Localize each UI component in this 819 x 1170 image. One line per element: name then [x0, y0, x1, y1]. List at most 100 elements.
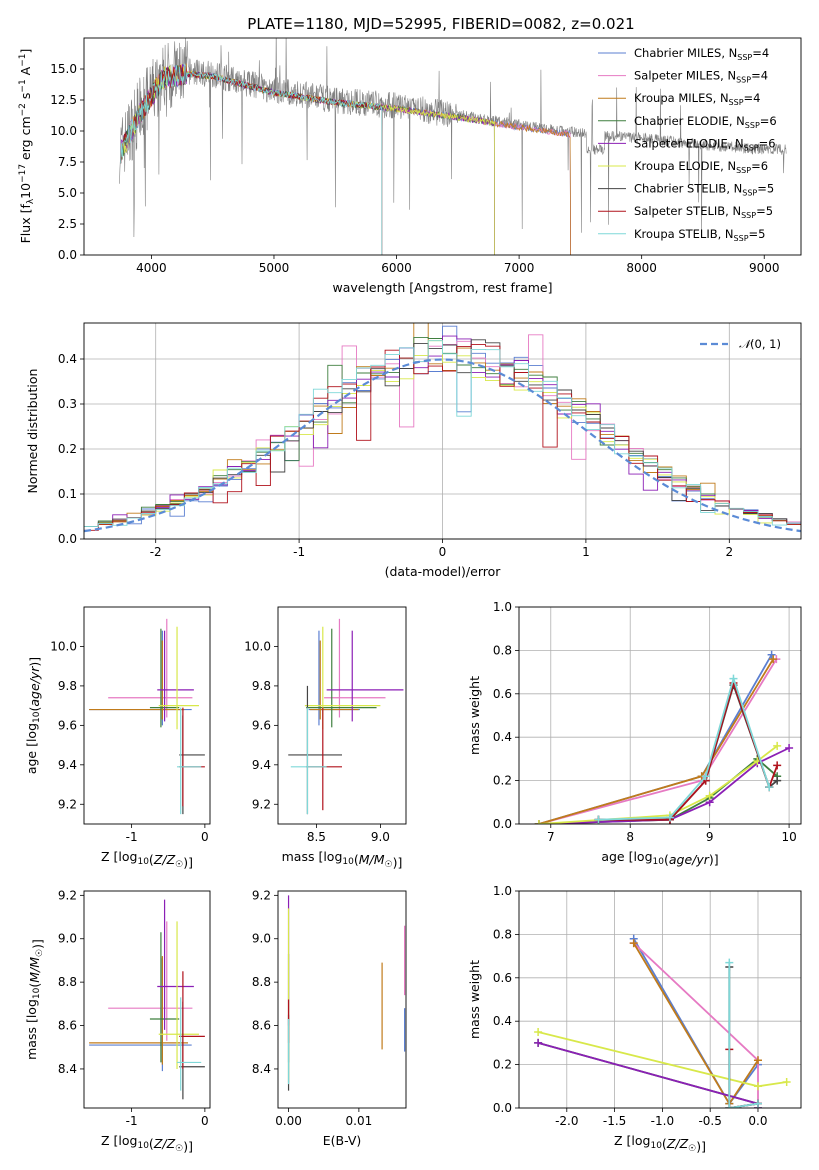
weight_vs_Z-marker: [782, 1077, 791, 1086]
age_vs_mass-ytick-label: 9.6: [252, 718, 271, 732]
weight_vs_age-line: [538, 658, 778, 824]
spectrum-ytick-label: 0.0: [58, 248, 77, 262]
mass_vs_Z-frame: [83, 890, 211, 1109]
weight_vs_Z-marker: [725, 958, 734, 967]
residuals-ytick-label: 0.2: [58, 442, 77, 456]
weight_vs_Z-ytick-label: 0.2: [493, 1058, 512, 1072]
age_vs_Z-xlabel: Z [log10(Z/Z☉)]: [101, 849, 193, 870]
age_vs_Z-points: [89, 618, 205, 815]
age_vs_Z-ytick-label: 10.0: [50, 639, 77, 653]
weight_vs_Z-xtick-label: 0.0: [748, 1114, 767, 1128]
weight_vs_Z-ylabel: mass weight: [467, 960, 482, 1039]
age_vs_Z-frame: [83, 606, 211, 825]
weight_vs_age-line: [538, 745, 778, 824]
weight_vs_Z-ytick-label: 0.6: [493, 971, 512, 985]
mass_vs_ebv-axes: 0.00 0.01 8.4 8.6 8.8 9.0 9.2: [252, 888, 372, 1128]
legend-entry: Chabrier MILES, NSSP=4: [634, 46, 769, 62]
weight_vs_Z-marker: [534, 1038, 543, 1047]
legend-entry: Chabrier ELODIE, NSSP=6: [634, 114, 777, 130]
mass_vs_Z-axes: -1 0 8.4 8.6 8.8 9.0 9.2: [58, 888, 209, 1128]
spectrum-xtick-label: 6000: [381, 261, 412, 275]
age_vs_Z-axes: -1 0 9.2 9.4 9.6 9.8 10.0: [50, 639, 208, 844]
spectrum-ylabel: Flux [fλ10−17 erg cm−2 s−1 A−1]: [18, 49, 36, 244]
weight_vs_Z-ytick-label: 1.0: [493, 884, 512, 898]
figure-title: PLATE=1180, MJD=52995, FIBERID=0082, z=0…: [247, 15, 634, 33]
mass_vs_ebv-ytick-label: 8.8: [252, 975, 271, 989]
mass_vs_ebv-ytick-label: 8.6: [252, 1019, 271, 1033]
mass_vs_ebv-ytick-label: 9.2: [252, 888, 271, 902]
weight_vs_age-marker: [765, 783, 774, 792]
spectrum-xtick-label: 4000: [136, 261, 167, 275]
mass_vs_ebv-xtick-label: 0.01: [346, 1114, 373, 1128]
spectrum-frame: [83, 37, 802, 256]
mass_vs_Z-ylabel: mass [log10(M/M☉)]: [24, 939, 45, 1060]
residuals-xtick-label: 1: [582, 545, 590, 559]
age_vs_Z-xtick-label: -1: [126, 830, 138, 844]
weight_vs_Z-marker: [725, 1104, 734, 1108]
legend-entry: Salpeter STELIB, NSSP=5: [634, 204, 773, 220]
age_vs_mass-ytick-label: 9.2: [252, 797, 271, 811]
mass_vs_ebv-xlabel: E(B-V): [323, 1133, 362, 1148]
legend-entry: Kroupa MILES, NSSP=4: [634, 91, 760, 107]
weight_vs_age-ytick-label: 0.8: [493, 643, 512, 657]
weight_vs_Z-marker: [753, 1056, 762, 1065]
weight_vs_age-ytick-label: 0.4: [493, 730, 512, 744]
mass_vs_Z-xtick-label: 0: [201, 1114, 209, 1128]
spectrum-model-salpeter-miles: [120, 63, 571, 255]
residuals-ytick-label: 0.3: [58, 397, 77, 411]
age_vs_Z-ylabel: age [log10(age/yr)]: [24, 657, 42, 774]
legend-entry: Kroupa STELIB, NSSP=5: [634, 227, 765, 243]
weight_vs_Z-marker: [534, 1028, 543, 1037]
age_vs_mass-frame: [277, 606, 407, 825]
spectrum-ytick-label: 12.5: [50, 93, 77, 107]
weight_vs_age-marker: [785, 744, 794, 753]
age_vs_Z-xtick-label: 0: [201, 830, 209, 844]
weight_vs_age-marker: [701, 772, 710, 781]
weight_vs_age-frame: [518, 606, 802, 825]
mass_vs_ebv-ytick-label: 8.4: [252, 1062, 271, 1076]
spectrum-xtick-label: 7000: [504, 261, 535, 275]
spectrum-lines: [119, 38, 787, 255]
weight_vs_Z-marker: [753, 1082, 762, 1091]
residual-histograms: [84, 323, 801, 533]
weight_vs_age-marker: [767, 650, 776, 659]
weight_vs_age-marker: [773, 741, 782, 750]
mass_vs_Z-points: [89, 899, 205, 1100]
spectrum-xtick-label: 5000: [259, 261, 290, 275]
mass_vs_Z-xlabel: Z [log10(Z/Z☉)]: [101, 1133, 193, 1154]
age_vs_mass-ytick-label: 9.8: [252, 679, 271, 693]
weight_vs_Z-axes: -2.0 -1.5 -1.0 -0.5 0.0 0.0 0.2 0.4 0.6 0.8 1.0: [493, 884, 801, 1128]
age_vs_Z-ytick-label: 9.8: [58, 679, 77, 693]
spectrum-legend: Chabrier MILES, NSSP=4 Salpeter MILES, NS…: [598, 46, 777, 243]
histogram-kroupa-stelib: [84, 340, 801, 528]
age_vs_Z-ytick-label: 9.4: [58, 758, 77, 772]
spectrum-axes: 4000 5000 6000 7000 8000 9000 0.0 2.5 5.0 7.5 10.0…: [50, 62, 779, 275]
weight_vs_Z-xtick-label: -1.0: [651, 1114, 674, 1128]
mass_vs_ebv-xtick-label: 0.00: [275, 1114, 302, 1128]
histogram-salpeter-stelib: [84, 344, 801, 531]
weight_vs_age-ytick-label: 0.6: [493, 687, 512, 701]
spectrum-ytick-label: 5.0: [58, 186, 77, 200]
normal-legend-label: 𝒩(0, 1): [739, 337, 781, 351]
residuals-xtick-label: 2: [725, 545, 733, 559]
weight_vs_Z-line: [728, 962, 759, 1108]
mass_vs_Z-ytick-label: 9.2: [58, 888, 77, 902]
weight_vs_age-line: [538, 654, 773, 824]
mass_vs_ebv-ytick-label: 9.0: [252, 932, 271, 946]
legend-entry: Salpeter MILES, NSSP=4: [634, 69, 768, 85]
weight_vs_age-ytick-label: 1.0: [493, 600, 512, 614]
mass_vs_Z-ytick-label: 8.8: [58, 975, 77, 989]
weight_vs_Z-marker: [629, 939, 638, 948]
mass_vs_Z-xtick-label: -1: [126, 1114, 138, 1128]
weight_vs_age-xtick-label: 8: [626, 830, 634, 844]
legend-entry: Chabrier STELIB, NSSP=5: [634, 182, 774, 198]
residuals-ytick-label: 0.1: [58, 487, 77, 501]
spectrum-xtick-label: 8000: [626, 261, 657, 275]
age_vs_mass-ytick-label: 10.0: [244, 639, 271, 653]
weight_vs_age-xtick-label: 9: [706, 830, 714, 844]
weight_vs_age-marker: [729, 674, 738, 683]
residuals-xtick-label: -1: [293, 545, 305, 559]
legend-entry: Salpeter ELODIE, NSSP=6: [634, 136, 776, 152]
spectrum-xlabel: wavelength [Angstrom, rest frame]: [332, 280, 552, 295]
